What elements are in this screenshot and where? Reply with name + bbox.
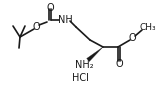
Text: NH: NH (58, 15, 72, 25)
Text: O: O (128, 33, 136, 43)
Text: NH₂: NH₂ (75, 60, 93, 70)
Text: O: O (46, 3, 54, 13)
Text: O: O (115, 59, 123, 69)
Text: O: O (32, 22, 40, 32)
Text: CH₃: CH₃ (140, 24, 156, 33)
Text: HCl: HCl (72, 73, 88, 83)
Polygon shape (87, 47, 103, 61)
